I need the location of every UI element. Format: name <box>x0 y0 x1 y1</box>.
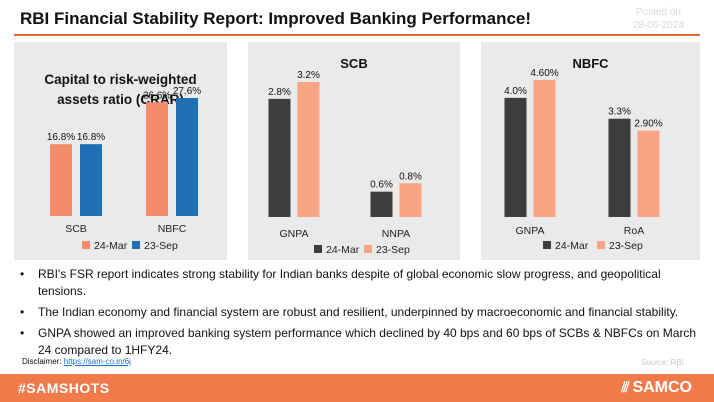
bar-nbfc-23-sep <box>176 98 198 216</box>
data-label: 0.6% <box>370 180 393 191</box>
posted-date-value: 28-06-2024 <box>632 20 684 31</box>
category-label: RoA <box>624 225 644 237</box>
chart-title: SCB <box>340 56 367 71</box>
data-label: 16.8% <box>47 132 75 143</box>
bullet-marker: • <box>20 326 25 340</box>
legend-label: 23-Sep <box>144 240 178 252</box>
samco-logo-icon: ⫻ <box>621 379 630 395</box>
brand-name: SAMCO <box>632 379 692 396</box>
data-label: 4.60% <box>530 68 558 79</box>
category-label: NBFC <box>158 223 187 235</box>
bullet-item: • The Indian economy and financial syste… <box>20 304 700 321</box>
posted-date: Posted on 28-06-2024 <box>633 6 684 32</box>
legend-label: 24-Mar <box>555 240 589 252</box>
bullet-item: • GNPA showed an improved banking system… <box>20 325 700 359</box>
bullet-text: The Indian economy and financial system … <box>38 305 679 319</box>
data-label: 4.0% <box>504 86 527 97</box>
bar-roa-24-mar <box>608 118 631 217</box>
chart-scb: SCB 2.8% 3.2% GNPA 0.6% 0.8% NNPA 24-Mar 23-Sep <box>268 56 422 256</box>
posted-label: Posted on <box>635 7 681 18</box>
bar-gnpa-24-mar <box>504 97 527 217</box>
legend-swatch <box>543 241 551 249</box>
bullet-item: • RBI's FSR report indicates strong stab… <box>20 266 700 300</box>
bar-nbfc-24-mar <box>146 102 168 216</box>
bullet-marker: • <box>20 267 25 281</box>
chart-nbfc: NBFC 4.0%4.60% GNPA 3.3%2.90% RoA 24-Mar 23-Se… <box>504 56 663 252</box>
legend-label: 23-Sep <box>609 240 643 252</box>
legend-swatch <box>314 245 322 253</box>
legend-swatch <box>132 241 140 249</box>
disclaimer-link[interactable]: https://sam-co.in/6j <box>63 357 131 366</box>
header: RBI Financial Stability Report: Improved… <box>0 0 714 40</box>
bar-scb-24-mar <box>50 144 72 216</box>
chart-panel-crar: Capital to risk-weighted assets ratio (CR… <box>14 42 227 260</box>
chart-title: Capital to risk-weighted <box>44 72 196 87</box>
legend-swatch <box>364 245 372 253</box>
category-label: NNPA <box>382 228 410 240</box>
bar-gnpa-23-sep <box>533 80 556 217</box>
data-label: 26.6% <box>143 90 171 101</box>
bullet-marker: • <box>20 305 25 319</box>
disclaimer-label: Disclaimer: <box>22 357 64 366</box>
legend-swatch <box>597 241 605 249</box>
data-label: 3.2% <box>297 70 320 81</box>
bar-gnpa-24-mar <box>268 98 291 217</box>
category-label: GNPA <box>280 228 309 240</box>
chart-panel-nbfc: NBFC 4.0% 4.60% GNPA 3.3% 2.90% RoA 24-Mar 23-Se… <box>481 42 700 260</box>
key-points: • RBI's FSR report indicates strong stab… <box>20 266 700 363</box>
bullet-text: RBI's FSR report indicates strong stabil… <box>38 267 661 298</box>
legend-label: 24-Mar <box>94 240 128 252</box>
category-label: GNPA <box>516 225 545 237</box>
bullet-text: GNPA showed an improved banking system p… <box>38 326 697 357</box>
data-label: 2.8% <box>268 87 291 98</box>
bar-scb-23-sep <box>80 144 102 216</box>
brand-logo: ⫻ SAMCO <box>621 379 692 397</box>
bar-nnpa-23-sep <box>399 183 422 217</box>
chart-panel-scb: SCB 2.8% 3.2% GNPA 0.6% 0.8% NNPA 24-Mar 23-Sep <box>248 42 460 260</box>
page-title: RBI Financial Stability Report: Improved… <box>20 9 532 28</box>
legend-swatch <box>82 241 90 249</box>
bar-roa-23-sep <box>637 130 660 217</box>
hashtag: #SAMSHOTS <box>18 380 110 396</box>
data-label: 0.8% <box>399 171 422 182</box>
source-note: Source: RBI <box>640 358 684 367</box>
data-label: 3.3% <box>608 107 631 118</box>
data-label: 16.8% <box>77 132 105 143</box>
disclaimer: Disclaimer: https://sam-co.in/6j <box>22 357 131 366</box>
footer-bar: #SAMSHOTS ⫻ SAMCO <box>0 374 714 402</box>
title-divider <box>14 34 700 36</box>
data-label: 2.90% <box>634 119 662 130</box>
category-label: SCB <box>65 223 87 235</box>
legend-label: 23-Sep <box>376 244 410 256</box>
bar-nnpa-24-mar <box>370 191 393 217</box>
data-label: 27.6% <box>173 86 201 97</box>
chart-title: NBFC <box>572 56 609 71</box>
legend-label: 24-Mar <box>326 244 360 256</box>
bar-gnpa-23-sep <box>297 82 320 217</box>
